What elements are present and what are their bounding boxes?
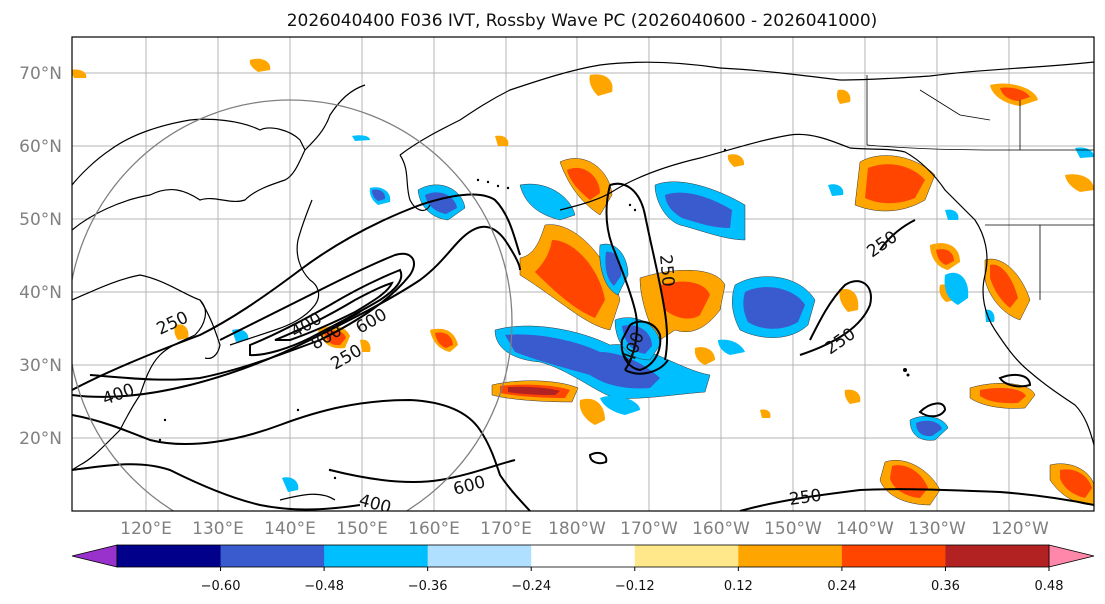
colorbar-tick-label: 0.12 <box>724 579 753 594</box>
latitude-labels: 70°N 60°N 50°N 40°N 30°N 20°N <box>19 64 62 449</box>
lon-label: 170°E <box>480 519 532 539</box>
map-content: 250 400 600 800 400 250 400 250 600 400 … <box>72 37 1094 519</box>
colorbar-extend-min <box>71 544 118 568</box>
lon-label: 160°W <box>692 519 750 539</box>
colorbar-tick-label: 0.36 <box>931 579 960 594</box>
colorbar-bin <box>117 545 222 567</box>
colorbar-bin <box>634 545 739 567</box>
lat-label: 60°N <box>19 137 62 157</box>
longitude-labels: 120°E 130°E 140°E 150°E 160°E 170°E 180°… <box>120 519 1049 539</box>
colorbar-bin <box>841 545 946 567</box>
lat-label: 20°N <box>19 429 62 449</box>
lon-label: 140°E <box>264 519 316 539</box>
colorbar-ticks: −0.60 −0.48 −0.36 −0.24 −0.12 0.12 0.24 0.36 0.4… <box>201 567 1064 594</box>
lat-label: 70°N <box>19 64 62 84</box>
gridlines <box>72 37 1094 511</box>
colorbar-tick-label: 0.48 <box>1035 579 1064 594</box>
colorbar-outline <box>116 544 1050 568</box>
contour-labels: 250 400 600 800 400 250 400 250 600 400 … <box>100 227 902 519</box>
colorbar: −0.60 −0.48 −0.36 −0.24 −0.12 0.12 0.24 0.36 0.4… <box>71 544 1095 594</box>
colorbar-bin <box>531 545 636 567</box>
borders <box>866 75 1094 300</box>
lon-label: 160°E <box>408 519 460 539</box>
lon-label: 120°W <box>991 519 1049 539</box>
map-frame <box>71 36 1095 512</box>
contour-label: 250 <box>655 254 678 288</box>
colorbar-tick-label: 0.24 <box>827 579 856 594</box>
lon-label: 180°W <box>548 519 606 539</box>
colorbar-tick-label: −0.60 <box>201 579 241 594</box>
colorbar-tick-label: −0.12 <box>615 579 655 594</box>
lon-label: 120°E <box>120 519 172 539</box>
colorbar-tick-label: −0.36 <box>408 579 448 594</box>
lon-label: 130°E <box>192 519 244 539</box>
colorbar-bin <box>738 545 843 567</box>
range-circle <box>72 99 513 511</box>
colorbar-bin <box>945 545 1050 567</box>
colorbar-bin <box>427 545 532 567</box>
colorbar-tick-label: −0.48 <box>304 579 344 594</box>
contour-label: 250 <box>788 486 823 510</box>
lon-label: 150°W <box>764 519 822 539</box>
lat-label: 30°N <box>19 356 62 376</box>
colorbar-tick-label: −0.24 <box>511 579 551 594</box>
coastlines <box>72 61 1094 501</box>
colorbar-bin <box>324 545 429 567</box>
lon-label: 150°E <box>336 519 388 539</box>
positive-anomaly-shading <box>72 58 1094 506</box>
lat-label: 40°N <box>19 283 62 303</box>
ivt-contours <box>72 182 1094 511</box>
negative-anomaly-shading <box>232 135 1094 492</box>
colorbar-bins <box>117 545 1050 567</box>
lon-label: 140°W <box>836 519 894 539</box>
lat-label: 50°N <box>19 210 62 230</box>
colorbar-bin <box>220 545 325 567</box>
colorbar-extend-max <box>1048 544 1095 568</box>
lon-label: 170°W <box>620 519 678 539</box>
lon-label: 130°W <box>908 519 966 539</box>
contour-label: 400 <box>357 491 394 519</box>
figure-title: 2026040400 F036 IVT, Rossby Wave PC (202… <box>287 11 878 31</box>
